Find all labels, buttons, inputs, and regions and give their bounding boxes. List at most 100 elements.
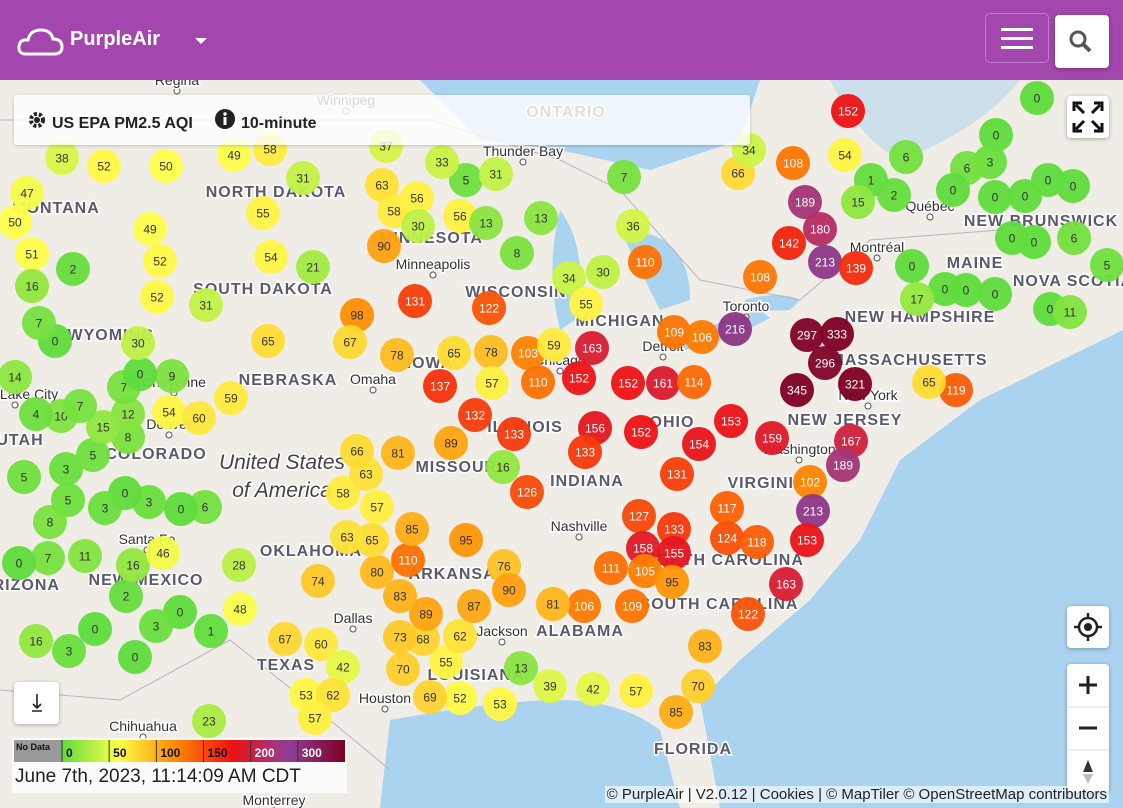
sensor[interactable]: 0	[978, 180, 1012, 214]
period[interactable]: 10-minute	[241, 115, 317, 132]
sensor[interactable]: 56	[400, 181, 434, 215]
sensor[interactable]: 110	[391, 543, 425, 577]
sensor[interactable]: 6	[889, 140, 923, 174]
sensor[interactable]: 6	[1057, 221, 1091, 255]
sensor[interactable]: 106	[685, 320, 719, 354]
sensor[interactable]: 14	[0, 360, 32, 394]
sensor[interactable]: 163	[575, 331, 609, 365]
sensor[interactable]: 62	[316, 678, 350, 712]
sensor[interactable]: 122	[731, 597, 765, 631]
sensor[interactable]: 60	[182, 401, 216, 435]
sensor[interactable]: 5	[1090, 248, 1123, 282]
sensor[interactable]: 103	[511, 336, 545, 370]
sensor[interactable]: 155	[657, 536, 691, 570]
sensor[interactable]: 0	[123, 357, 157, 391]
sensor[interactable]: 152	[611, 366, 645, 400]
sensor[interactable]: 154	[682, 427, 716, 461]
sensor[interactable]: 1	[194, 614, 228, 648]
sensor[interactable]: 8	[500, 236, 534, 270]
sensor[interactable]: 297	[790, 318, 824, 352]
sensor[interactable]: 114	[677, 365, 711, 399]
sensor[interactable]: 111	[594, 551, 628, 585]
sensor[interactable]: 16	[19, 624, 53, 658]
sensor[interactable]: 28	[222, 548, 256, 582]
sensor[interactable]: 117	[710, 491, 744, 525]
sensor[interactable]: 69	[413, 680, 447, 714]
sensor[interactable]: 3	[52, 634, 86, 668]
sensor[interactable]: 66	[340, 434, 374, 468]
sensor[interactable]: 333	[820, 317, 854, 351]
sensor[interactable]: 30	[401, 209, 435, 243]
sensor[interactable]: 126	[510, 475, 544, 509]
sensor[interactable]: 81	[381, 436, 415, 470]
sensor[interactable]: 153	[714, 404, 748, 438]
sensor[interactable]: 57	[475, 366, 509, 400]
sensor[interactable]: 109	[615, 589, 649, 623]
sensor[interactable]: 42	[576, 672, 610, 706]
sensor[interactable]: 133	[657, 512, 691, 546]
sensor[interactable]: 74	[301, 564, 335, 598]
sensor[interactable]: 163	[769, 567, 803, 601]
sensor[interactable]: 33	[425, 145, 459, 179]
sensor[interactable]: 152	[831, 94, 865, 128]
locate-button[interactable]	[1067, 606, 1109, 648]
sensor[interactable]: 53	[483, 687, 517, 721]
sensor[interactable]: 124	[710, 521, 744, 555]
sensor[interactable]: 90	[492, 573, 526, 607]
sensor[interactable]: 59	[537, 328, 571, 362]
sensor[interactable]: 153	[790, 523, 824, 557]
sensor[interactable]: 0	[1056, 169, 1090, 203]
sensor[interactable]: 0	[978, 277, 1012, 311]
sensor[interactable]: 55	[569, 287, 603, 321]
sensor[interactable]: 0	[2, 546, 36, 580]
sensor[interactable]: 2	[56, 252, 90, 286]
sensor[interactable]: 345	[780, 373, 814, 407]
info-icon[interactable]	[214, 108, 236, 130]
sensor[interactable]: 51	[15, 237, 49, 271]
sensor[interactable]: 36	[616, 209, 650, 243]
sensor[interactable]: 5	[51, 483, 85, 517]
sensor[interactable]: 48	[223, 592, 257, 626]
sensor[interactable]: 89	[409, 597, 443, 631]
sensor[interactable]: 57	[298, 701, 332, 735]
sensor[interactable]: 13	[524, 201, 558, 235]
sensor[interactable]: 95	[655, 565, 689, 599]
sensor[interactable]: 78	[474, 335, 508, 369]
sensor[interactable]: 67	[333, 325, 367, 359]
sensor[interactable]: 63	[330, 520, 364, 554]
sensor[interactable]: 0	[78, 612, 112, 646]
sensor[interactable]: 127	[622, 499, 656, 533]
sensor[interactable]: 110	[521, 365, 555, 399]
sensor[interactable]: 39	[533, 669, 567, 703]
sensor[interactable]: 16	[15, 269, 49, 303]
sensor[interactable]: 34	[552, 261, 586, 295]
sensor[interactable]: 83	[383, 579, 417, 613]
sensor[interactable]: 87	[457, 589, 491, 623]
sensor[interactable]: 17	[900, 282, 934, 316]
compass[interactable]	[1083, 760, 1093, 772]
sensor[interactable]: 73	[383, 620, 417, 654]
sensor[interactable]: 52	[87, 149, 121, 183]
sensor[interactable]: 131	[660, 457, 694, 491]
sensor[interactable]: 0	[118, 640, 152, 674]
sensor[interactable]: 213	[796, 494, 830, 528]
zoom-in[interactable]	[1079, 676, 1097, 694]
sensor[interactable]: 152	[624, 415, 658, 449]
sensor[interactable]: 0	[949, 273, 983, 307]
sensor[interactable]: 23	[192, 704, 226, 738]
sensor[interactable]: 90	[367, 229, 401, 263]
sensor[interactable]: 52	[143, 244, 177, 278]
menu-button[interactable]	[985, 13, 1049, 63]
sensor[interactable]: 50	[149, 149, 183, 183]
sensor[interactable]: 55	[246, 196, 280, 230]
sensor[interactable]: 108	[776, 146, 810, 180]
sensor[interactable]: 59	[214, 381, 248, 415]
sensor[interactable]: 13	[504, 651, 538, 685]
sensor[interactable]: 16	[486, 450, 520, 484]
sensor[interactable]: 81	[536, 587, 570, 621]
sensor[interactable]: 57	[360, 490, 394, 524]
sensor[interactable]: 98	[340, 298, 374, 332]
sensor[interactable]: 109	[657, 315, 691, 349]
sensor[interactable]: 180	[803, 212, 837, 246]
sensor[interactable]: 63	[365, 168, 399, 202]
